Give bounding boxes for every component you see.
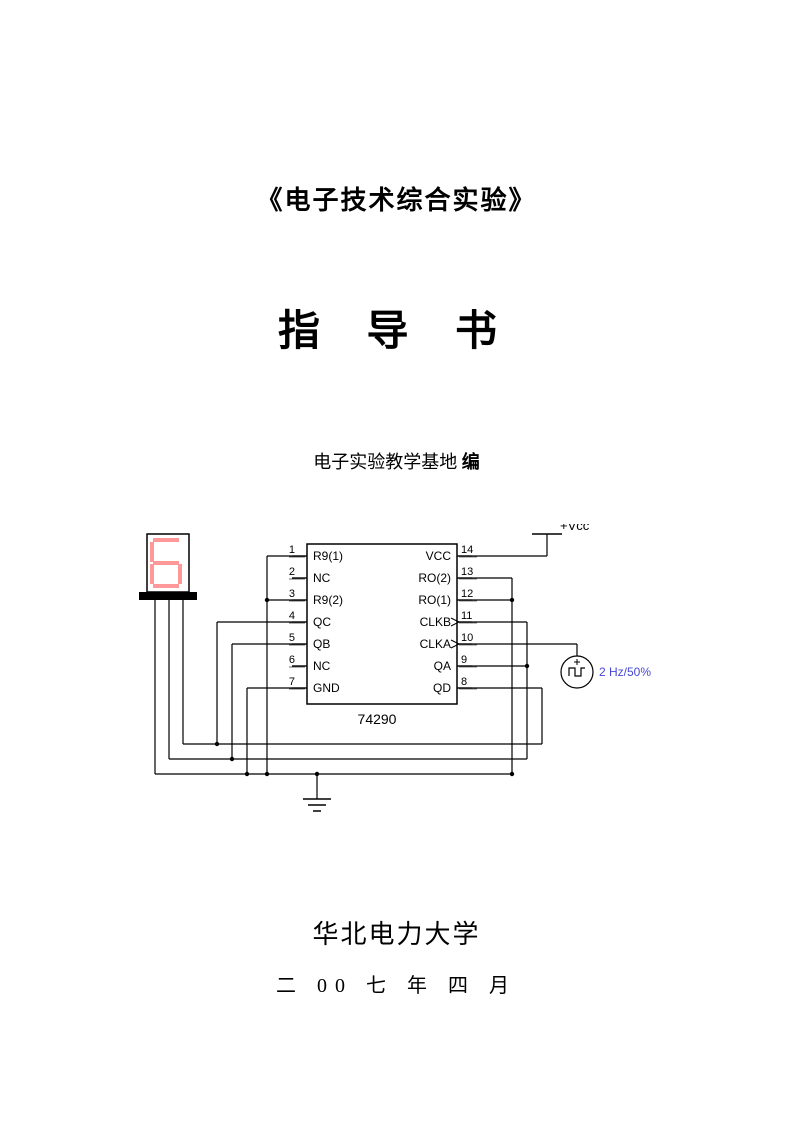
author-line: 电子实验教学基地 编	[0, 448, 793, 474]
svg-text:QA: QA	[433, 659, 450, 673]
svg-text:14: 14	[461, 544, 473, 556]
svg-text:CLKB: CLKB	[419, 615, 450, 629]
svg-text:NC: NC	[313, 571, 331, 585]
svg-text:NC: NC	[313, 659, 331, 673]
svg-text:QB: QB	[313, 637, 330, 651]
svg-text:R9(2): R9(2)	[313, 593, 343, 607]
svg-text:7: 7	[288, 676, 294, 688]
svg-text:4: 4	[288, 610, 294, 622]
document-subtitle: 指 导 书	[0, 297, 793, 358]
svg-text:9: 9	[461, 654, 467, 666]
document-title: 《电子技术综合实验》	[0, 180, 793, 217]
svg-text:R9(1): R9(1)	[313, 549, 343, 563]
svg-text:2: 2	[288, 566, 294, 578]
pins-left-group: 1 R9(1) 2 NC 3 R9(2) 4 QC 5 QB 6 NC 7 GND	[288, 544, 342, 695]
svg-text:12: 12	[461, 588, 473, 600]
svg-text:3: 3	[288, 588, 294, 600]
svg-text:RO(1): RO(1)	[418, 593, 451, 607]
clock-signal-label: 2 Hz/50%	[599, 665, 651, 679]
circuit-diagram: 74290 1 R9(1) 2 NC 3 R9(2) 4 QC 5 QB 6 NC 7 GND 14 VCC…	[117, 524, 677, 854]
vcc-label: +Vcc	[560, 524, 590, 533]
svg-text:5: 5	[288, 632, 294, 644]
pins-right-group: 14 VCC 13 RO(2) 12 RO(1) 11 CLKB 10 CLKA 9 QA 8 QD	[418, 544, 477, 695]
chip-label: 74290	[357, 711, 396, 727]
svg-text:13: 13	[461, 566, 473, 578]
author-prefix: 电子实验教学基地	[313, 452, 457, 472]
svg-text:QC: QC	[313, 615, 331, 629]
svg-text:10: 10	[461, 632, 473, 644]
svg-text:VCC: VCC	[425, 549, 451, 563]
svg-text:6: 6	[288, 654, 294, 666]
svg-text:11: 11	[461, 610, 472, 622]
svg-text:CLKA: CLKA	[419, 637, 450, 651]
university-name: 华北电力大学	[0, 914, 793, 951]
svg-text:GND: GND	[313, 681, 340, 695]
document-date: 二 00 七 年 四 月	[0, 969, 793, 998]
svg-text:8: 8	[461, 676, 467, 688]
svg-text:QD: QD	[433, 681, 451, 695]
svg-text:RO(2): RO(2)	[418, 571, 451, 585]
author-suffix: 编	[457, 452, 480, 472]
svg-text:1: 1	[288, 544, 294, 556]
